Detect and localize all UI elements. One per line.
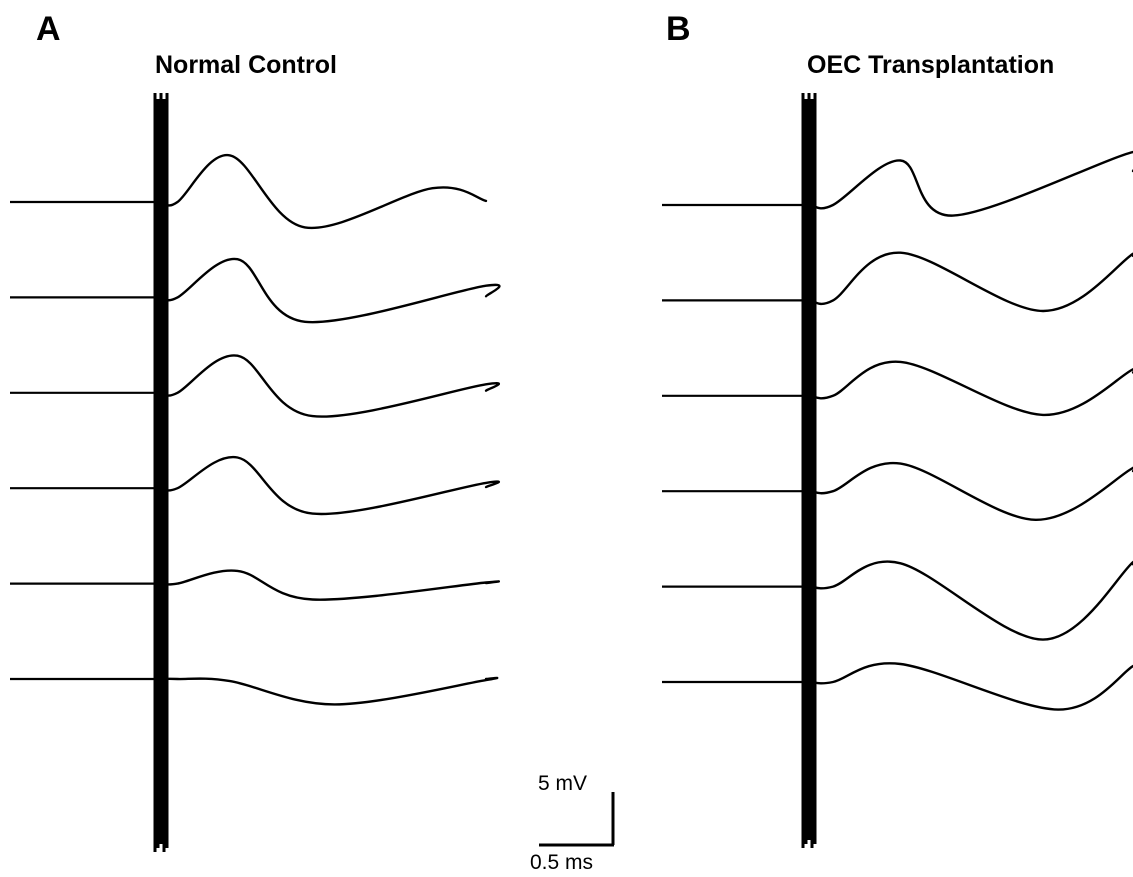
- panel-a-title: Normal Control: [155, 51, 337, 79]
- response-trace-b-3: [809, 360, 1133, 417]
- panel-b-traces: [662, 93, 1133, 848]
- response-trace-b-2: [809, 251, 1133, 313]
- panel-a-letter: A: [36, 10, 61, 48]
- scale-bar-voltage-label: 5 mV: [538, 772, 587, 795]
- response-trace-a-1: [161, 154, 488, 230]
- scale-bar-time-label: 0.5 ms: [530, 851, 593, 874]
- response-trace-b-6: [809, 662, 1133, 711]
- response-trace-b-4: [809, 461, 1133, 522]
- response-trace-b-1: [809, 150, 1133, 217]
- panel-b-title: OEC Transplantation: [807, 51, 1054, 79]
- response-trace-a-4: [161, 456, 500, 516]
- scale-bar: 5 mV 0.5 ms: [530, 772, 615, 874]
- response-trace-a-3: [161, 354, 500, 418]
- response-trace-a-5: [161, 569, 500, 601]
- response-trace-b-5: [809, 560, 1133, 641]
- panel-a-traces: [10, 93, 501, 852]
- panel-b-letter: B: [666, 10, 691, 48]
- response-trace-a-2: [161, 257, 501, 324]
- response-trace-a-6: [161, 676, 499, 706]
